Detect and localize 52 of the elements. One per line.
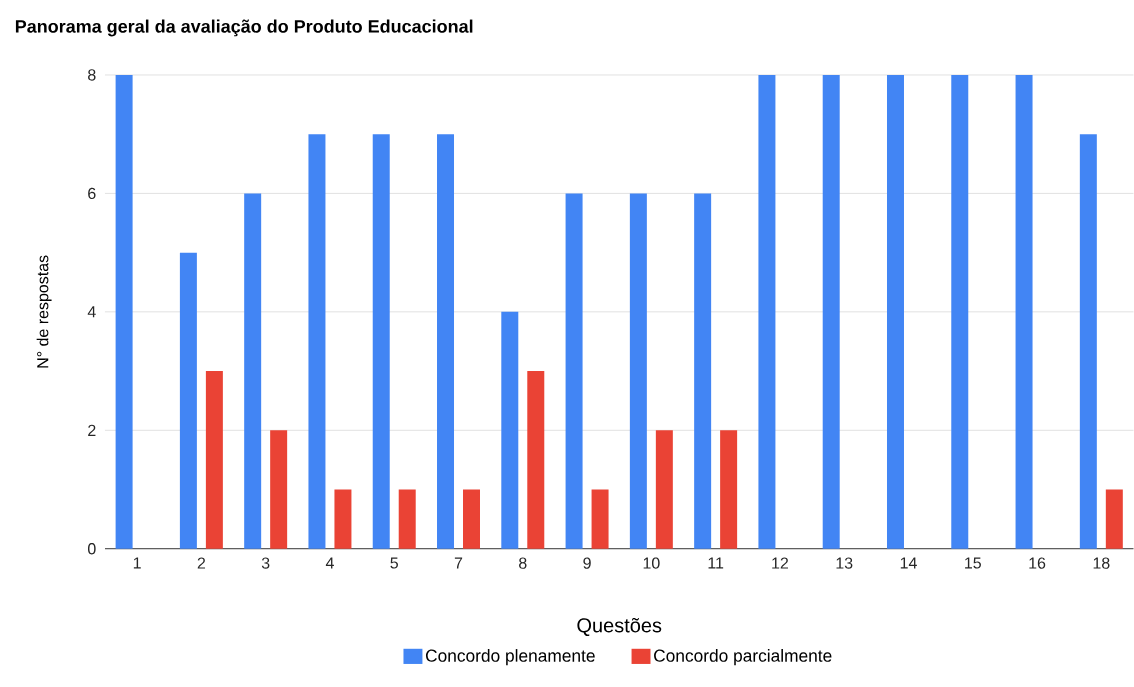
bar: [398, 489, 416, 549]
bar: [886, 75, 904, 549]
y-tick-label: 6: [88, 187, 96, 200]
bar: [115, 75, 133, 549]
chart-title: Panorama geral da avaliação do Produto Educacional: [15, 19, 473, 37]
bar: [334, 489, 352, 549]
x-tick-label: 13: [836, 557, 853, 569]
y-tick-label: 8: [88, 69, 96, 81]
bar: [822, 75, 840, 549]
x-tick-label: 18: [1093, 557, 1110, 569]
y-axis-title: N° de respostas: [36, 255, 52, 368]
x-tick-label: 10: [643, 557, 660, 569]
bar: [437, 134, 455, 549]
x-tick-label: 11: [708, 557, 724, 569]
legend-label: Concordo parcialmente: [654, 649, 832, 666]
x-tick-label: 14: [900, 557, 917, 569]
bar: [1079, 134, 1097, 549]
bar: [179, 252, 197, 549]
bar: [501, 312, 519, 549]
bar: [720, 430, 738, 549]
bar: [565, 193, 583, 549]
x-tick-label: 16: [1029, 557, 1046, 569]
x-tick-label: 12: [772, 557, 788, 569]
bar: [629, 193, 647, 549]
bar: [1015, 75, 1033, 549]
x-tick-label: 9: [583, 557, 591, 569]
y-tick-label: 0: [87, 543, 96, 555]
y-tick-label: 4: [87, 306, 96, 318]
legend-label: Concordo plenamente: [425, 649, 595, 666]
bar: [694, 193, 712, 549]
bar: [270, 430, 288, 549]
bar: [655, 430, 673, 549]
bar: [527, 371, 545, 549]
bar: [308, 134, 326, 549]
bar: [1105, 489, 1123, 549]
x-tick-label: 8: [519, 557, 527, 569]
bar: [591, 489, 609, 549]
x-tick-label: 1: [133, 557, 141, 569]
bar: [372, 134, 390, 549]
x-tick-label: 3: [261, 557, 270, 569]
x-tick-label: 5: [390, 557, 398, 569]
x-axis-title: Questões: [577, 618, 662, 637]
y-tick-label: 2: [88, 424, 96, 437]
bar: [951, 75, 969, 549]
bar: [758, 75, 776, 549]
x-tick-label: 7: [454, 557, 463, 569]
x-tick-label: 15: [965, 557, 981, 569]
x-tick-label: 2: [197, 557, 206, 569]
x-tick-label: 4: [325, 557, 334, 569]
bar: [205, 371, 223, 549]
bar: [463, 489, 480, 549]
bar: [244, 193, 262, 549]
